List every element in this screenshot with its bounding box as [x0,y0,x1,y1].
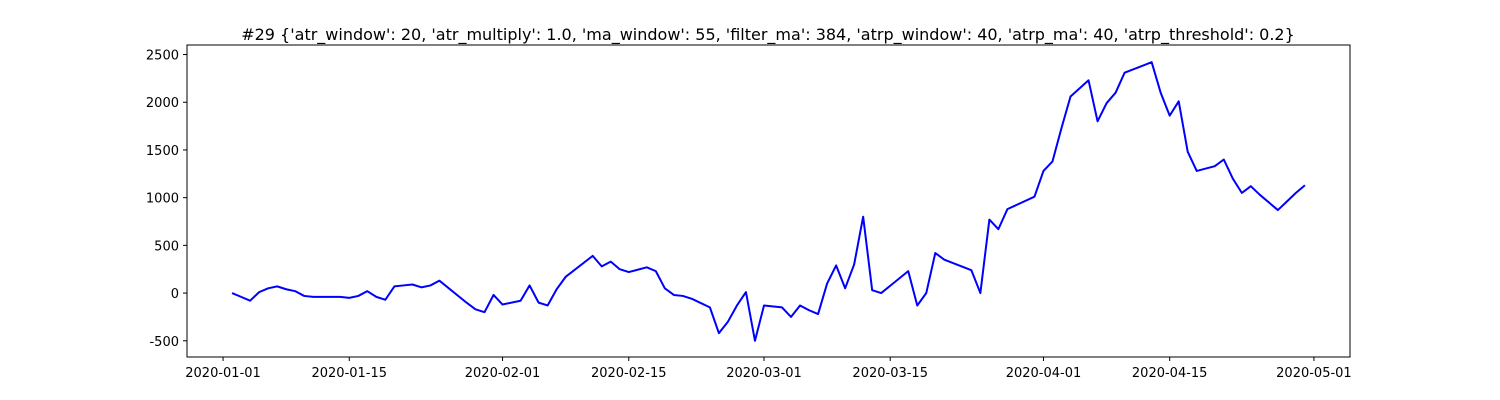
x-tick-label: 2020-04-01 [1006,366,1082,381]
y-tick-label: 500 [154,239,179,254]
y-tick-label: -500 [149,335,179,350]
chart-title: #29 {'atr_window': 20, 'atr_multiply': 1… [241,25,1295,45]
data-line [231,61,1306,342]
y-tick-label: 1500 [146,144,179,159]
x-tick-label: 2020-04-15 [1132,366,1208,381]
plot-frame [186,44,1351,358]
x-tick-label: 2020-02-01 [465,366,541,381]
y-tick-label: 2500 [146,49,179,64]
x-tick-label: 2020-05-01 [1276,366,1352,381]
x-tick-label: 2020-01-01 [185,366,261,381]
y-tick-label: 2000 [146,96,179,111]
x-tick-label: 2020-03-15 [852,366,928,381]
y-tick-label: 0 [171,287,179,302]
y-tick-label: 1000 [146,192,179,207]
x-tick-label: 2020-02-15 [591,366,667,381]
x-tick-label: 2020-03-01 [726,366,802,381]
x-tick-label: 2020-01-15 [311,366,387,381]
